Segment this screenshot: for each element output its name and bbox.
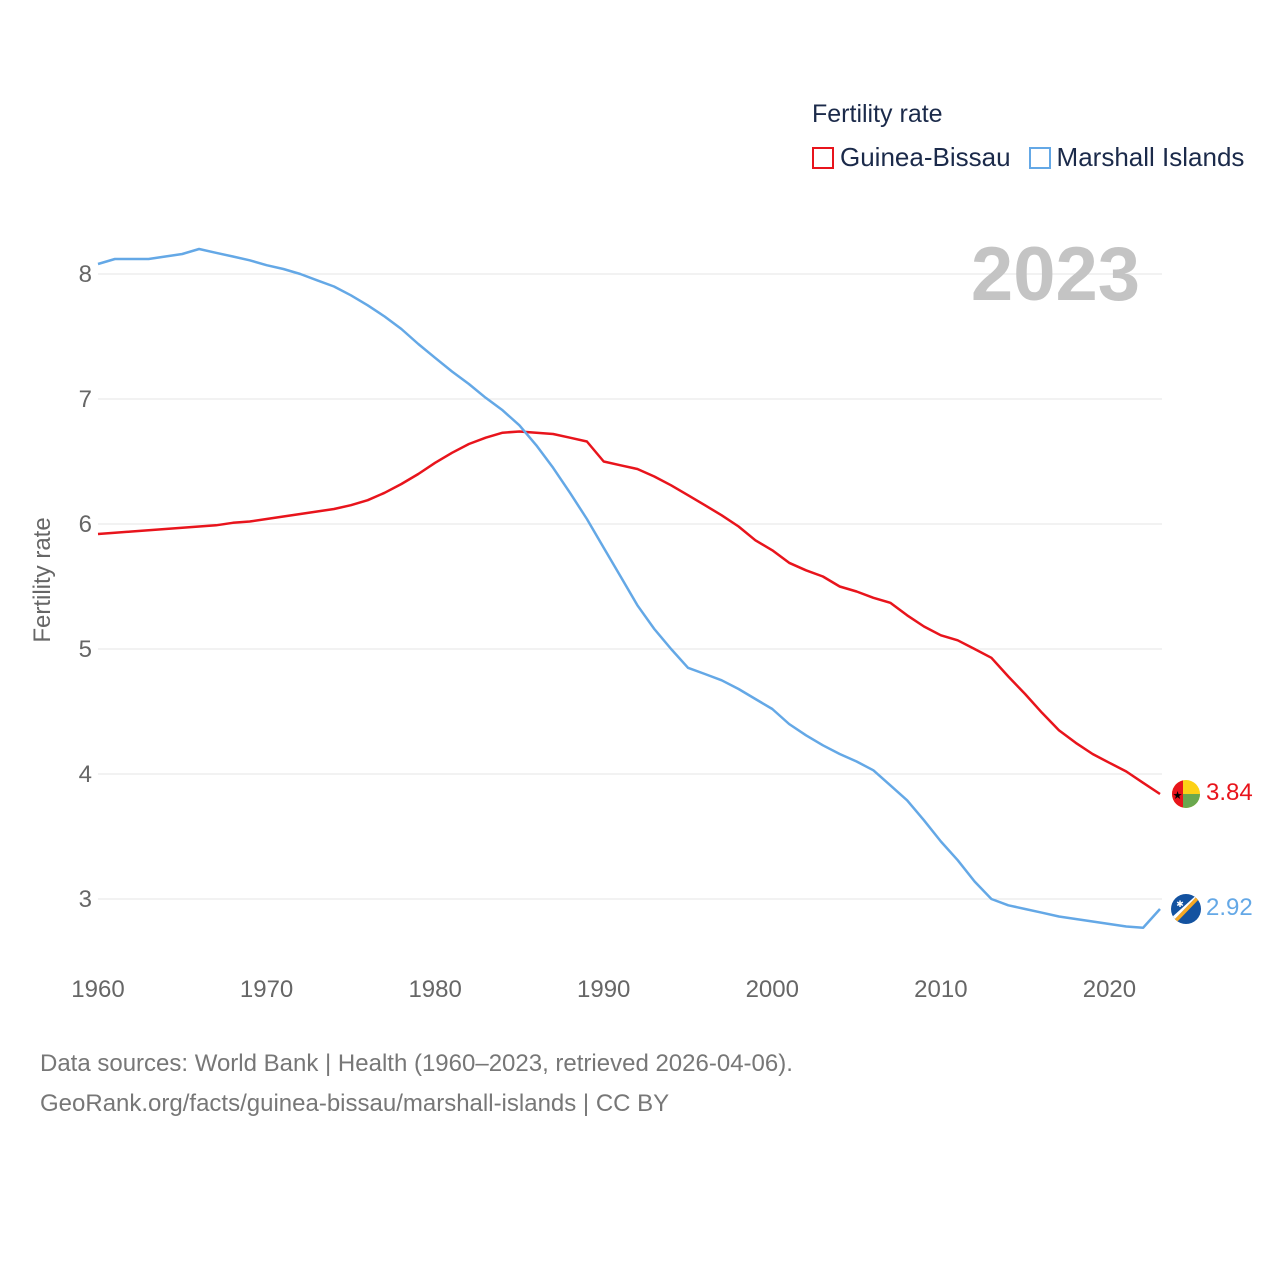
end-label-marshall-islands: 2.92 bbox=[1206, 894, 1253, 921]
grid-lines bbox=[98, 273, 1162, 900]
y-tick-label: 5 bbox=[79, 636, 92, 663]
end-markers: ★ ✱ bbox=[1171, 780, 1201, 924]
x-tick-label: 1990 bbox=[577, 976, 630, 1003]
y-tick-label: 3 bbox=[79, 886, 92, 913]
y-tick-label: 8 bbox=[79, 261, 92, 288]
fertility-line-chart: 3 4 5 6 7 8 1960 1970 1980 1990 2000 2010 2020 Fert… bbox=[29, 232, 1253, 1003]
y-axis-label: Fertility rate bbox=[29, 517, 56, 642]
y-tick-label: 6 bbox=[79, 511, 92, 538]
y-axis-ticks: 3 4 5 6 7 8 bbox=[79, 261, 92, 913]
svg-text:★: ★ bbox=[1173, 790, 1183, 802]
legend-item-guinea-bissau[interactable]: Guinea-Bissau bbox=[812, 142, 1011, 173]
y-tick-label: 4 bbox=[79, 761, 92, 788]
x-tick-label: 1960 bbox=[71, 976, 124, 1003]
end-label-guinea-bissau: 3.84 bbox=[1206, 779, 1253, 806]
x-tick-label: 1970 bbox=[240, 976, 293, 1003]
marshall-islands-flag-icon: ✱ bbox=[1171, 894, 1201, 924]
source-line-1: Data sources: World Bank | Health (1960–… bbox=[40, 1050, 793, 1077]
legend: Guinea-Bissau Marshall Islands bbox=[812, 142, 1262, 173]
legend-title: Fertility rate bbox=[812, 100, 943, 128]
series-line-guinea-bissau[interactable] bbox=[97, 430, 1161, 796]
legend-label-marshall-islands: Marshall Islands bbox=[1056, 142, 1245, 172]
x-tick-label: 2020 bbox=[1083, 976, 1136, 1003]
x-tick-label: 2000 bbox=[746, 976, 799, 1003]
source-notes: Data sources: World Bank | Health (1960–… bbox=[40, 1044, 793, 1124]
series-line-marshall-islands[interactable] bbox=[97, 247, 1161, 930]
legend-swatch-marshall-islands bbox=[1028, 146, 1051, 169]
legend-item-marshall-islands[interactable]: Marshall Islands bbox=[1028, 142, 1245, 173]
legend-label-guinea-bissau: Guinea-Bissau bbox=[840, 142, 1011, 172]
source-line-2[interactable]: GeoRank.org/facts/guinea-bissau/marshall… bbox=[40, 1090, 670, 1117]
series-lines bbox=[97, 247, 1161, 930]
svg-text:✱: ✱ bbox=[1176, 899, 1184, 909]
legend-swatch-guinea-bissau bbox=[812, 146, 834, 169]
x-tick-label: 2010 bbox=[914, 976, 967, 1003]
x-axis-ticks: 1960 1970 1980 1990 2000 2010 2020 bbox=[71, 976, 1136, 1003]
x-tick-label: 1980 bbox=[408, 976, 461, 1003]
year-label: 2023 bbox=[971, 232, 1140, 317]
guinea-bissau-flag-icon: ★ bbox=[1172, 780, 1200, 808]
y-tick-label: 7 bbox=[79, 386, 92, 413]
